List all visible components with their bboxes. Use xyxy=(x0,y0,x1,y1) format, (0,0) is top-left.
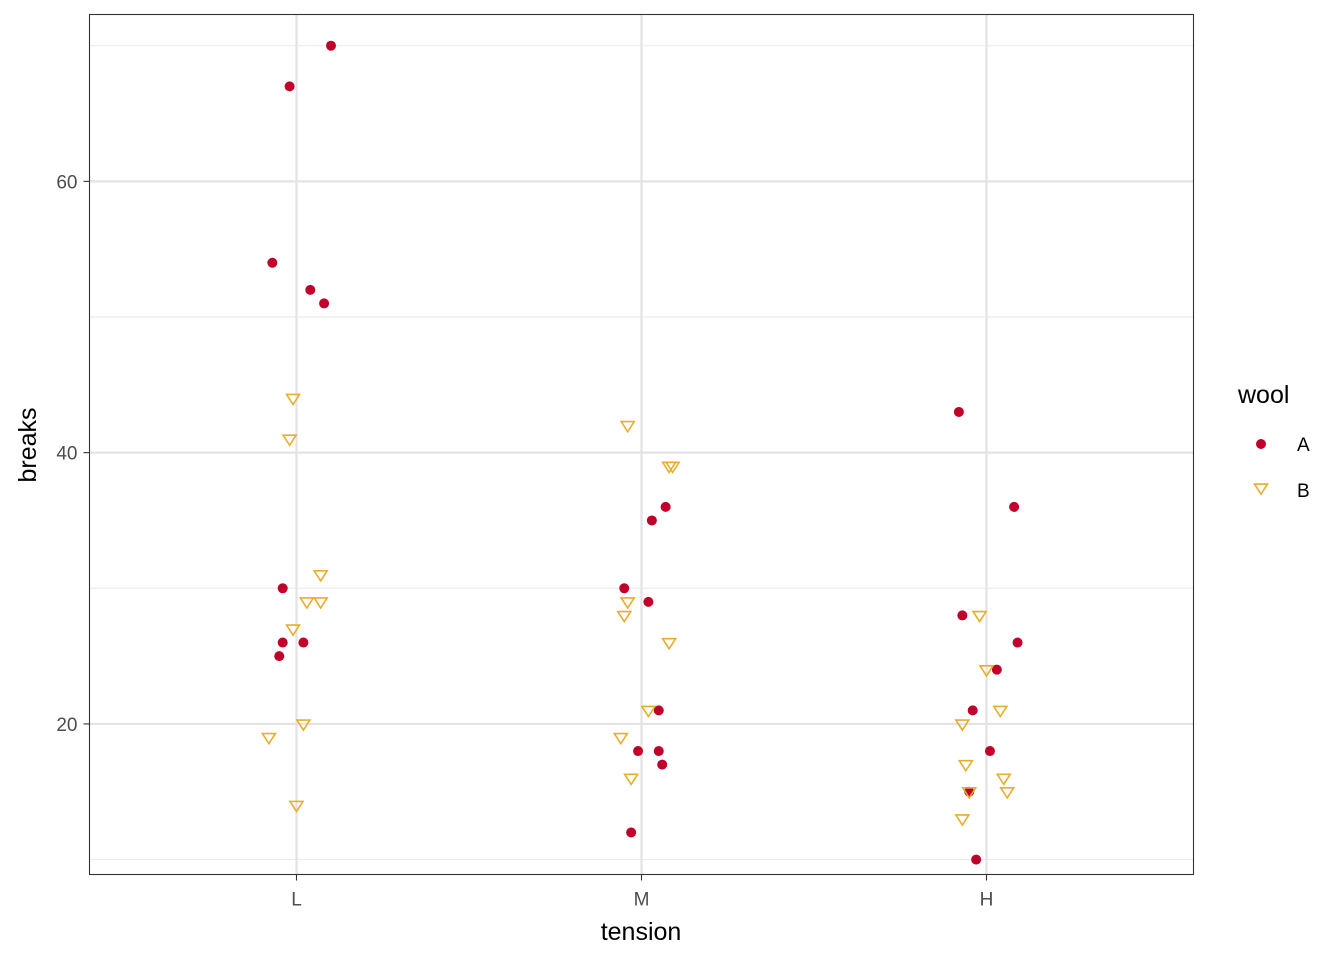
point-wool-B xyxy=(640,705,657,719)
point-wool-B xyxy=(971,610,988,624)
point-wool-B xyxy=(312,597,329,610)
legend-title: wool xyxy=(1237,381,1289,409)
point-wool-B xyxy=(612,732,629,746)
point-wool-A xyxy=(660,501,671,512)
point-wool-A xyxy=(277,637,288,648)
point-wool-A xyxy=(277,583,288,594)
point-wool-A xyxy=(991,664,1002,675)
y-axis-title: breaks xyxy=(14,407,42,482)
point-wool-B xyxy=(954,814,971,827)
point-wool-A xyxy=(1009,501,1020,512)
point-wool-B xyxy=(285,393,302,407)
point-wool-B xyxy=(661,637,678,651)
point-wool-B xyxy=(298,597,315,610)
axes: 20 40 60 L M H xyxy=(56,172,993,910)
point-wool-B xyxy=(619,420,636,434)
point-wool-A xyxy=(657,759,668,770)
grid-lines xyxy=(89,14,1194,875)
point-wool-A xyxy=(274,651,285,662)
point-wool-B xyxy=(623,773,640,786)
point-wool-A xyxy=(967,705,978,716)
point-wool-B xyxy=(285,624,302,637)
point-wool-A xyxy=(953,406,964,417)
point-wool-B xyxy=(616,610,633,624)
point-wool-B xyxy=(312,570,329,583)
legend-key-A xyxy=(1256,439,1266,449)
point-wool-B xyxy=(288,800,305,813)
point-wool-A xyxy=(1012,637,1023,648)
point-wool-A xyxy=(643,596,654,607)
data-points xyxy=(260,40,1023,865)
point-wool-A xyxy=(957,610,968,621)
point-wool-B xyxy=(999,787,1016,800)
point-wool-A xyxy=(267,257,278,268)
y-tick-label: 20 xyxy=(56,715,77,736)
point-wool-B xyxy=(978,664,995,678)
point-wool-A xyxy=(646,515,657,526)
legend-label-B: B xyxy=(1297,481,1310,502)
x-tick-label: M xyxy=(634,890,650,911)
point-wool-A xyxy=(284,81,295,92)
point-wool-A xyxy=(298,637,309,648)
point-wool-A xyxy=(619,583,630,594)
point-wool-B xyxy=(957,759,974,773)
point-wool-A xyxy=(653,705,664,716)
legend-label-A: A xyxy=(1297,435,1310,456)
legend-key-B xyxy=(1253,483,1269,496)
point-wool-B xyxy=(295,719,312,732)
point-wool-B xyxy=(619,597,636,610)
point-wool-A xyxy=(305,284,316,295)
y-tick-label: 40 xyxy=(56,444,77,465)
y-tick-label: 60 xyxy=(56,172,77,193)
point-wool-A xyxy=(326,40,336,51)
point-wool-A xyxy=(626,827,637,838)
point-wool-A xyxy=(319,298,330,309)
point-wool-B xyxy=(664,461,681,474)
x-tick-label: H xyxy=(980,890,994,911)
point-wool-B xyxy=(992,705,1009,719)
point-wool-B xyxy=(961,787,978,800)
point-wool-B xyxy=(260,732,277,746)
x-tick-label: L xyxy=(291,890,302,911)
point-wool-A xyxy=(984,746,995,757)
point-wool-B xyxy=(954,719,971,732)
point-wool-A xyxy=(653,746,664,757)
x-axis-title: tension xyxy=(601,918,682,946)
point-wool-B xyxy=(995,773,1012,786)
point-wool-B xyxy=(281,434,298,447)
point-wool-A xyxy=(633,746,644,757)
legend: wool A B xyxy=(1237,381,1310,502)
point-wool-A xyxy=(971,854,982,865)
